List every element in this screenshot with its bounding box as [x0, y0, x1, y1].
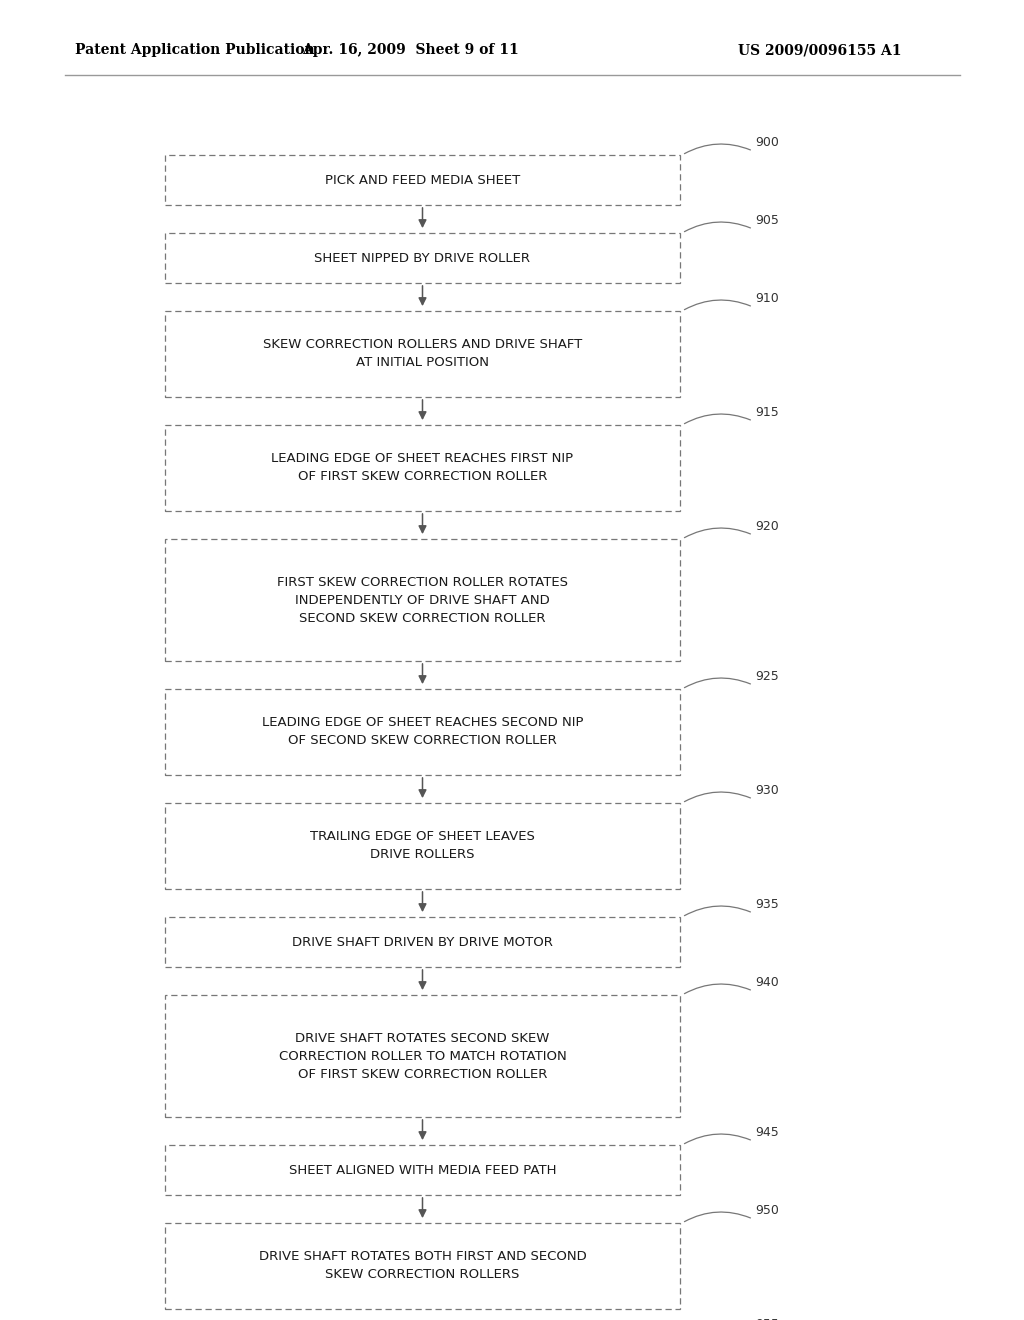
Bar: [165, 995, 680, 1117]
Bar: [165, 1144, 680, 1195]
Text: Patent Application Publication: Patent Application Publication: [75, 44, 314, 57]
Text: DRIVE SHAFT DRIVEN BY DRIVE MOTOR: DRIVE SHAFT DRIVEN BY DRIVE MOTOR: [292, 936, 553, 949]
Text: 900: 900: [755, 136, 779, 149]
Text: 930: 930: [755, 784, 778, 797]
Bar: [165, 539, 680, 661]
Text: 905: 905: [755, 214, 779, 227]
Bar: [165, 154, 680, 205]
Text: SHEET NIPPED BY DRIVE ROLLER: SHEET NIPPED BY DRIVE ROLLER: [314, 252, 530, 264]
Text: 925: 925: [755, 671, 778, 682]
Bar: [165, 425, 680, 511]
Text: 955: 955: [755, 1317, 779, 1320]
Bar: [165, 803, 680, 888]
Text: PICK AND FEED MEDIA SHEET: PICK AND FEED MEDIA SHEET: [325, 173, 520, 186]
Text: 945: 945: [755, 1126, 778, 1139]
Text: 915: 915: [755, 407, 778, 418]
Text: DRIVE SHAFT ROTATES SECOND SKEW
CORRECTION ROLLER TO MATCH ROTATION
OF FIRST SKE: DRIVE SHAFT ROTATES SECOND SKEW CORRECTI…: [279, 1031, 566, 1081]
Bar: [165, 312, 680, 397]
Bar: [165, 917, 680, 968]
Bar: [165, 689, 680, 775]
Bar: [165, 1224, 680, 1309]
Text: 935: 935: [755, 898, 778, 911]
Text: 940: 940: [755, 975, 778, 989]
Text: DRIVE SHAFT ROTATES BOTH FIRST AND SECOND
SKEW CORRECTION ROLLERS: DRIVE SHAFT ROTATES BOTH FIRST AND SECON…: [259, 1250, 587, 1282]
Text: US 2009/0096155 A1: US 2009/0096155 A1: [738, 44, 902, 57]
Text: 920: 920: [755, 520, 778, 533]
Text: TRAILING EDGE OF SHEET LEAVES
DRIVE ROLLERS: TRAILING EDGE OF SHEET LEAVES DRIVE ROLL…: [310, 830, 535, 862]
Text: Apr. 16, 2009  Sheet 9 of 11: Apr. 16, 2009 Sheet 9 of 11: [302, 44, 518, 57]
Bar: [165, 234, 680, 282]
Text: FIRST SKEW CORRECTION ROLLER ROTATES
INDEPENDENTLY OF DRIVE SHAFT AND
SECOND SKE: FIRST SKEW CORRECTION ROLLER ROTATES IND…: [278, 576, 568, 624]
Text: LEADING EDGE OF SHEET REACHES FIRST NIP
OF FIRST SKEW CORRECTION ROLLER: LEADING EDGE OF SHEET REACHES FIRST NIP …: [271, 453, 573, 483]
Text: LEADING EDGE OF SHEET REACHES SECOND NIP
OF SECOND SKEW CORRECTION ROLLER: LEADING EDGE OF SHEET REACHES SECOND NIP…: [262, 717, 584, 747]
Text: SKEW CORRECTION ROLLERS AND DRIVE SHAFT
AT INITIAL POSITION: SKEW CORRECTION ROLLERS AND DRIVE SHAFT …: [263, 338, 582, 370]
Text: SHEET ALIGNED WITH MEDIA FEED PATH: SHEET ALIGNED WITH MEDIA FEED PATH: [289, 1163, 556, 1176]
Text: 910: 910: [755, 292, 778, 305]
Text: 950: 950: [755, 1204, 779, 1217]
